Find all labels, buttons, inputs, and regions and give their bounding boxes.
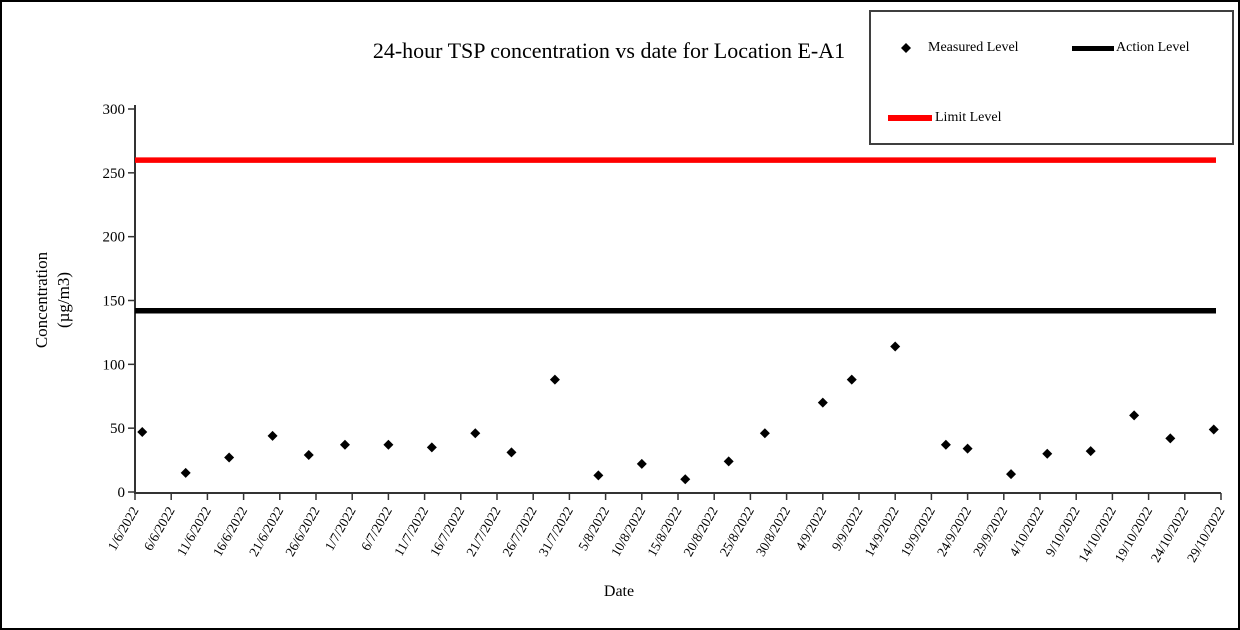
- x-tick-label: 29/9/2022: [970, 504, 1010, 559]
- y-tick-label: 200: [103, 230, 126, 246]
- legend-entry-measured: Measured Level: [900, 39, 1019, 57]
- limit-level-line-icon: [888, 115, 932, 121]
- legend-entry-limit: Limit Level: [888, 109, 1001, 127]
- data-point-measured: [339, 439, 350, 450]
- legend-entry-action: Action Level: [1072, 39, 1189, 57]
- data-point-measured: [1208, 424, 1219, 435]
- x-tick-label: 6/7/2022: [358, 504, 395, 553]
- data-point-measured: [962, 443, 973, 454]
- legend-label-measured: Measured Level: [928, 40, 1019, 55]
- x-tick-label: 25/8/2022: [717, 504, 757, 559]
- legend: Measured Level Action Level Limit Level: [869, 10, 1234, 145]
- x-tick-label: 11/6/2022: [174, 504, 214, 558]
- y-tick-label: 100: [103, 357, 126, 373]
- data-point-measured: [303, 449, 314, 460]
- x-axis-title: Date: [603, 583, 635, 600]
- x-tick-label: 6/6/2022: [141, 504, 178, 553]
- data-point-measured: [506, 447, 517, 458]
- data-point-measured: [1042, 448, 1053, 459]
- data-point-measured: [1085, 446, 1096, 457]
- chart-title: 24-hour TSP concentration vs date for Lo…: [372, 38, 846, 63]
- x-tick-label: 15/8/2022: [644, 504, 684, 559]
- action-level-line-icon: [1072, 45, 1114, 51]
- x-tick-label: 9/10/2022: [1042, 504, 1082, 559]
- data-point-measured: [180, 467, 191, 478]
- legend-label-limit: Limit Level: [935, 110, 1002, 125]
- x-tick-label: 4/10/2022: [1006, 504, 1046, 559]
- y-tick-label: 150: [103, 294, 126, 310]
- x-tick-label: 30/8/2022: [753, 504, 793, 559]
- data-point-measured: [817, 397, 828, 408]
- x-tick-label: 16/6/2022: [210, 504, 250, 559]
- data-point-measured: [426, 442, 437, 453]
- y-tick-label: 300: [103, 102, 126, 118]
- x-tick-label: 19/9/2022: [898, 504, 938, 559]
- diamond-marker-icon: [900, 42, 912, 54]
- x-tick-label: 20/8/2022: [680, 504, 720, 559]
- x-tick-label: 26/7/2022: [499, 504, 539, 559]
- data-point-measured: [1006, 469, 1017, 480]
- data-point-measured: [636, 458, 647, 469]
- data-point-measured: [890, 341, 901, 352]
- data-point-measured: [224, 452, 235, 463]
- data-point-measured: [593, 470, 604, 481]
- x-tick-label: 24/9/2022: [934, 504, 974, 559]
- x-tick-label: 16/7/2022: [427, 504, 467, 559]
- y-tick-label: 0: [118, 485, 126, 501]
- x-tick-label: 4/9/2022: [792, 504, 829, 553]
- x-tick-label: 5/8/2022: [575, 504, 612, 553]
- data-point-measured: [137, 426, 148, 437]
- data-point-measured: [846, 374, 857, 385]
- data-point-measured: [680, 474, 691, 485]
- data-point-measured: [267, 430, 278, 441]
- data-point-measured: [723, 456, 734, 467]
- data-point-measured: [470, 428, 481, 439]
- x-tick-label: 31/7/2022: [536, 504, 576, 559]
- x-tick-label: 1/6/2022: [105, 504, 142, 553]
- x-tick-label: 26/6/2022: [282, 504, 322, 559]
- data-point-measured: [1165, 433, 1176, 444]
- y-tick-label: 250: [103, 166, 126, 182]
- data-point-measured: [1129, 410, 1140, 421]
- y-tick-label: 50: [110, 421, 125, 437]
- x-tick-label: 21/7/2022: [463, 504, 503, 559]
- data-point-measured: [383, 439, 394, 450]
- data-point-measured: [940, 439, 951, 450]
- x-tick-label: 9/9/2022: [829, 504, 866, 553]
- legend-label-action: Action Level: [1116, 40, 1190, 55]
- x-tick-label: 14/9/2022: [861, 504, 901, 559]
- x-tick-label: 10/8/2022: [608, 504, 648, 559]
- data-point-measured: [549, 374, 560, 385]
- x-tick-label: 21/6/2022: [246, 504, 286, 559]
- data-point-measured: [759, 428, 770, 439]
- x-tick-label: 1/7/2022: [322, 504, 359, 553]
- x-tick-label: 11/7/2022: [391, 504, 431, 558]
